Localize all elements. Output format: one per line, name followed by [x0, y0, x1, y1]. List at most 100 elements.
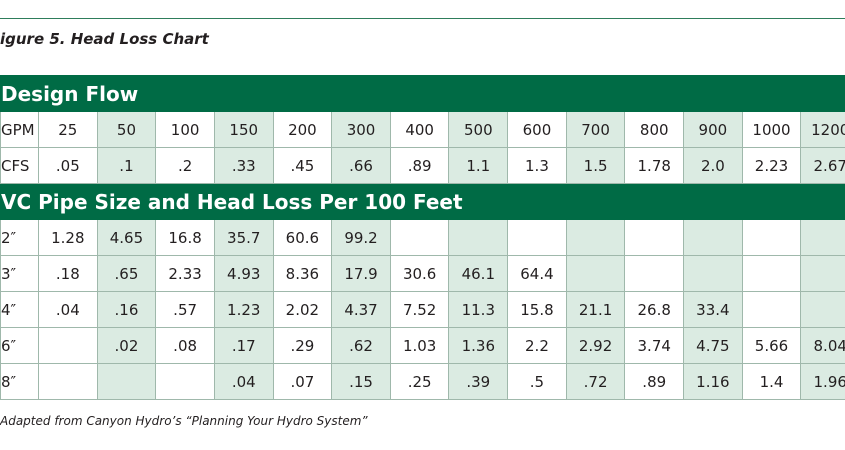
table-cell: 3.74: [624, 327, 685, 364]
empty-cell: [800, 255, 845, 292]
table-cell: 17.9: [331, 255, 391, 292]
row-label: 6″: [0, 327, 39, 364]
row-label: 3″: [0, 255, 39, 292]
empty-cell: [448, 219, 509, 256]
empty-cell: [741, 255, 802, 292]
row-label: 8″: [0, 363, 39, 400]
table-cell: 30.6: [389, 255, 450, 292]
table-cell: 2.2: [507, 327, 567, 364]
table-cell: 200: [272, 111, 333, 148]
table-cell: .33: [213, 147, 274, 184]
row-label: GPM: [0, 111, 39, 148]
table-cell: 35.7: [213, 219, 274, 256]
table-cell: .02: [96, 327, 157, 364]
footnote: Adapted from Canyon Hydro’s “Planning Yo…: [0, 414, 368, 428]
table-cell: 21.1: [565, 291, 626, 328]
table-cell: .57: [155, 291, 215, 328]
table-cell: 99.2: [331, 219, 391, 256]
table-cell: 33.4: [683, 291, 743, 328]
table-cell: .89: [389, 147, 450, 184]
table-cell: .45: [272, 147, 333, 184]
empty-cell: [683, 255, 743, 292]
table-row: 4″ .04.16.57 1.23 2.02 4.37 7.52 11.3 15.8 21.1 2…: [0, 291, 845, 328]
table-cell: 900: [683, 111, 743, 148]
table-cell: 2.0: [683, 147, 743, 184]
table-cell: 700: [565, 111, 626, 148]
empty-cell: [800, 219, 845, 256]
table-cell: 1.28: [38, 219, 98, 256]
table-cell: 1.96: [800, 363, 845, 400]
table-cell: .5: [507, 363, 567, 400]
table-cell: 1.5: [565, 147, 626, 184]
table-cell: 46.1: [448, 255, 509, 292]
table-cell: .65: [96, 255, 157, 292]
table-cell: 2.02: [272, 291, 333, 328]
empty-cell: [741, 291, 802, 328]
table-cell: 150: [213, 111, 274, 148]
table-cell: .17: [213, 327, 274, 364]
table-cell: 1.36: [448, 327, 509, 364]
table-cell: 1.03: [389, 327, 450, 364]
table-cell: .66: [331, 147, 391, 184]
empty-cell: [624, 255, 685, 292]
table-cell: 25: [38, 111, 98, 148]
empty-cell: [38, 363, 98, 400]
figure-title: igure 5. Head Loss Chart: [0, 30, 209, 48]
top-rule: [0, 18, 845, 19]
table-cell: 7.52: [389, 291, 450, 328]
section-header-row: VC Pipe Size and Head Loss Per 100 Feet: [0, 183, 845, 220]
table-cell: 50: [96, 111, 157, 148]
table-cell: 1200: [800, 111, 845, 148]
table-cell: 400: [389, 111, 450, 148]
table-cell: 4.75: [683, 327, 743, 364]
row-label: 4″: [0, 291, 39, 328]
table-cell: .04: [213, 363, 274, 400]
table-cell: .1: [96, 147, 157, 184]
table-cell: .16: [96, 291, 157, 328]
empty-cell: [624, 219, 685, 256]
table-cell: 11.3: [448, 291, 509, 328]
table-cell: 1.78: [624, 147, 685, 184]
table-cell: 500: [448, 111, 509, 148]
table-cell: 2.23: [741, 147, 802, 184]
empty-cell: [565, 219, 626, 256]
table-row: CFS .05.1.2.33.45.66.89 1.1 1.3 1.5 1.78 2.0 2.…: [0, 147, 845, 184]
table-cell: .05: [38, 147, 98, 184]
table-cell: .07: [272, 363, 333, 400]
row-label: 2″: [0, 219, 39, 256]
table-cell: .04: [38, 291, 98, 328]
head-loss-table: Design Flow GPM 25 50 100 150 200 300 400 500 600 7…: [0, 75, 845, 400]
table-cell: .62: [331, 327, 391, 364]
empty-cell: [96, 363, 157, 400]
section-header: Design Flow: [0, 75, 845, 112]
table-cell: 4.93: [213, 255, 274, 292]
table-cell: 5.66: [741, 327, 802, 364]
table-cell: 1.1: [448, 147, 509, 184]
table-cell: 1000: [741, 111, 802, 148]
table-cell: .25: [389, 363, 450, 400]
table-cell: 1.4: [741, 363, 802, 400]
table-cell: 1.16: [683, 363, 743, 400]
table-cell: 60.6: [272, 219, 333, 256]
table-row: 6″ .02.08.17.29.62 1.03 1.36 2.2 2.92 3.74 4.75…: [0, 327, 845, 364]
empty-cell: [800, 291, 845, 328]
table-cell: 15.8: [507, 291, 567, 328]
section-header-row: Design Flow: [0, 75, 845, 112]
table-cell: 16.8: [155, 219, 215, 256]
table-row: 3″ .18.65 2.33 4.93 8.36 17.9 30.6 46.1 64.4: [0, 255, 845, 292]
table-cell: .18: [38, 255, 98, 292]
empty-cell: [741, 219, 802, 256]
empty-cell: [565, 255, 626, 292]
table-cell: 600: [507, 111, 567, 148]
empty-cell: [507, 219, 567, 256]
table-wrap: Design Flow GPM 25 50 100 150 200 300 400 500 600 7…: [0, 75, 845, 409]
table-cell: .08: [155, 327, 215, 364]
empty-cell: [389, 219, 450, 256]
table-cell: 4.37: [331, 291, 391, 328]
empty-cell: [38, 327, 98, 364]
table-cell: .2: [155, 147, 215, 184]
table-cell: 800: [624, 111, 685, 148]
table-cell: .39: [448, 363, 509, 400]
table-cell: 64.4: [507, 255, 567, 292]
